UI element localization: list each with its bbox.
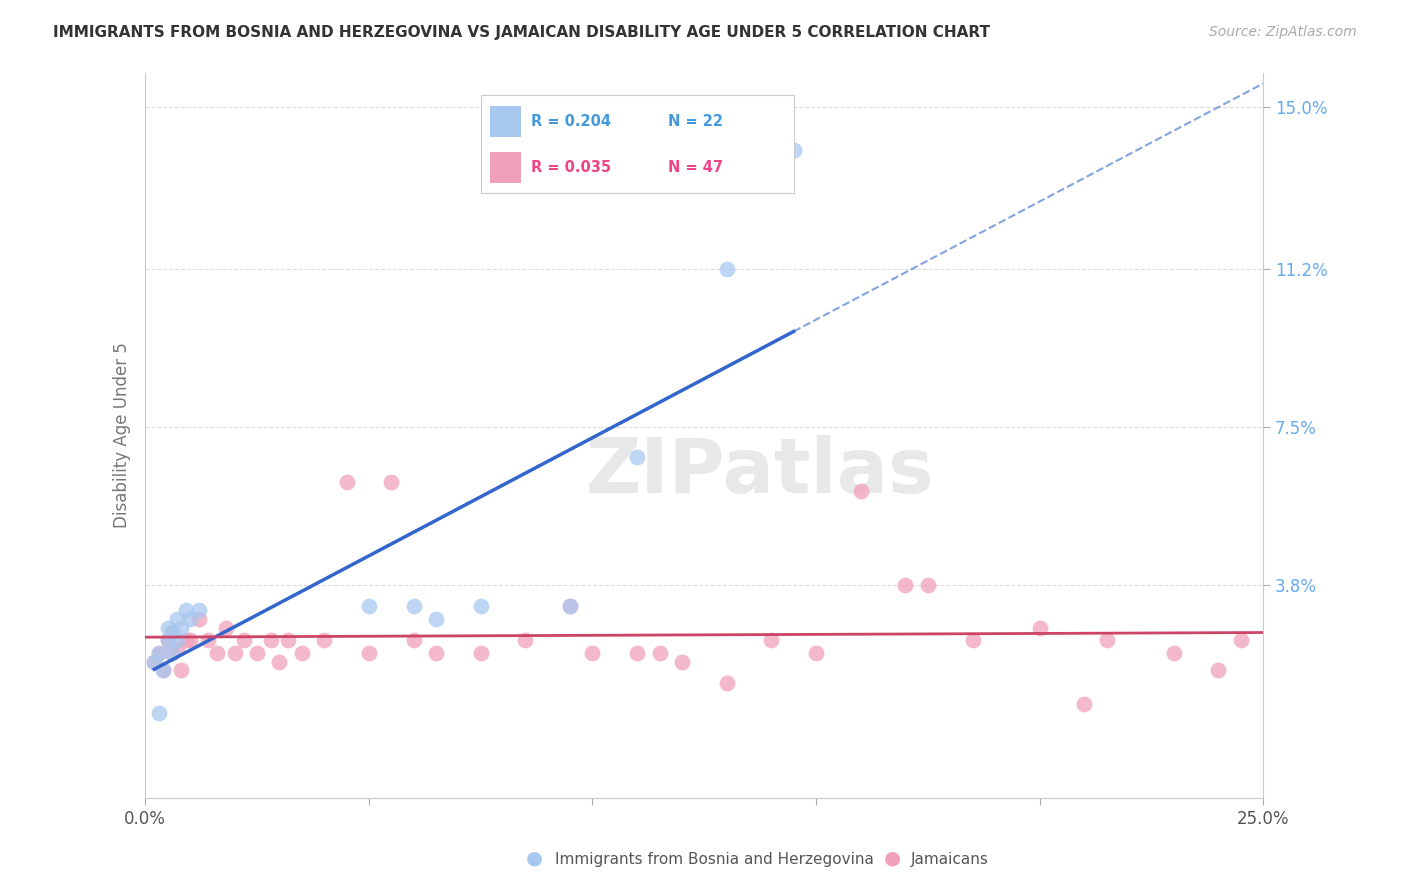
- Point: [174, 633, 197, 648]
- Point: [849, 483, 872, 498]
- Point: [1208, 663, 1230, 677]
- Point: [152, 663, 174, 677]
- Point: [179, 633, 201, 648]
- Point: [917, 578, 939, 592]
- Point: [671, 655, 693, 669]
- Text: ●: ●: [884, 848, 901, 867]
- Point: [470, 599, 492, 614]
- Point: [1028, 620, 1050, 634]
- Point: [470, 646, 492, 660]
- Point: [425, 612, 447, 626]
- Point: [626, 450, 648, 464]
- Text: ●: ●: [526, 848, 543, 867]
- Point: [291, 646, 314, 660]
- Point: [357, 646, 380, 660]
- Point: [314, 633, 336, 648]
- Text: Jamaicans: Jamaicans: [911, 852, 988, 867]
- Point: [166, 641, 188, 656]
- Point: [148, 646, 170, 660]
- Point: [357, 599, 380, 614]
- Point: [1163, 646, 1185, 660]
- Point: [246, 646, 269, 660]
- Text: IMMIGRANTS FROM BOSNIA AND HERZEGOVINA VS JAMAICAN DISABILITY AGE UNDER 5 CORREL: IMMIGRANTS FROM BOSNIA AND HERZEGOVINA V…: [53, 25, 990, 40]
- Text: Source: ZipAtlas.com: Source: ZipAtlas.com: [1209, 25, 1357, 39]
- Point: [160, 624, 183, 639]
- Point: [558, 599, 581, 614]
- Point: [232, 633, 254, 648]
- Point: [188, 603, 211, 617]
- Point: [402, 599, 425, 614]
- Point: [148, 706, 170, 720]
- Point: [1095, 633, 1118, 648]
- Point: [380, 475, 402, 490]
- Point: [170, 620, 193, 634]
- Point: [160, 646, 183, 660]
- Point: [170, 663, 193, 677]
- Point: [962, 633, 984, 648]
- Y-axis label: Disability Age Under 5: Disability Age Under 5: [114, 343, 131, 528]
- Point: [716, 262, 738, 277]
- Point: [626, 646, 648, 660]
- Point: [335, 475, 357, 490]
- Point: [148, 646, 170, 660]
- Point: [205, 646, 228, 660]
- Text: Immigrants from Bosnia and Herzegovina: Immigrants from Bosnia and Herzegovina: [555, 852, 875, 867]
- Point: [174, 603, 197, 617]
- Point: [156, 633, 179, 648]
- Point: [894, 578, 917, 592]
- Point: [156, 620, 179, 634]
- Point: [143, 655, 166, 669]
- Point: [143, 655, 166, 669]
- Point: [269, 655, 291, 669]
- Point: [648, 646, 671, 660]
- Point: [716, 676, 738, 690]
- Point: [160, 646, 183, 660]
- Point: [804, 646, 827, 660]
- Point: [259, 633, 281, 648]
- Point: [215, 620, 238, 634]
- Point: [425, 646, 447, 660]
- Point: [197, 633, 219, 648]
- Point: [782, 143, 804, 157]
- Point: [179, 612, 201, 626]
- Point: [152, 663, 174, 677]
- Point: [581, 646, 603, 660]
- Text: ZIPatlas: ZIPatlas: [586, 434, 935, 508]
- Point: [160, 624, 183, 639]
- Point: [224, 646, 246, 660]
- Point: [156, 633, 179, 648]
- Point: [515, 633, 537, 648]
- Point: [166, 633, 188, 648]
- Point: [558, 599, 581, 614]
- Point: [277, 633, 299, 648]
- Point: [188, 612, 211, 626]
- Point: [1073, 698, 1095, 712]
- Point: [166, 612, 188, 626]
- Point: [1230, 633, 1253, 648]
- Point: [402, 633, 425, 648]
- Point: [761, 633, 783, 648]
